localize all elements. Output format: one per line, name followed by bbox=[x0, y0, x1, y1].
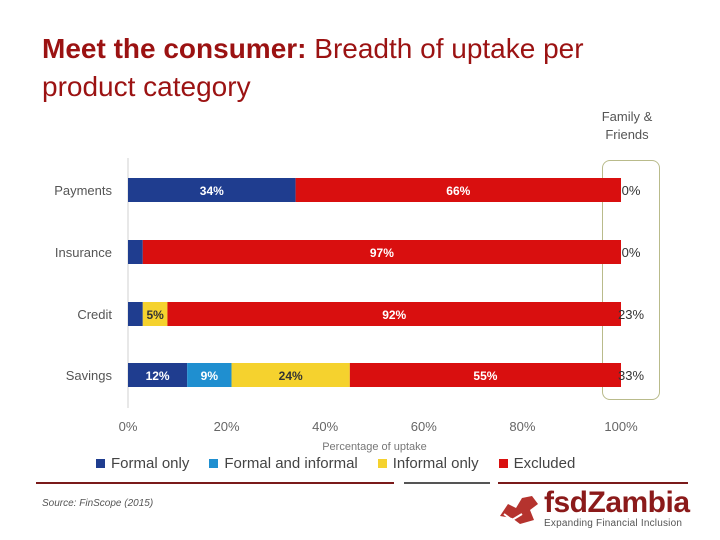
family-friends-value: 0% bbox=[622, 245, 641, 260]
slide-title: Meet the consumer: Breadth of uptake per… bbox=[42, 30, 662, 106]
footer-divider-mid bbox=[404, 482, 490, 484]
bar-segment bbox=[142, 302, 168, 326]
bar-segment bbox=[128, 302, 143, 326]
source-note: Source: FinScope (2015) bbox=[42, 498, 154, 509]
bar-segment bbox=[128, 240, 143, 264]
data-label: 9% bbox=[201, 369, 219, 383]
bar-segment bbox=[142, 240, 622, 264]
data-label: 12% bbox=[146, 369, 170, 383]
chart-legend: Formal only Formal and informal Informal o… bbox=[96, 452, 656, 474]
legend-swatch bbox=[377, 458, 387, 468]
x-tick-label: 40% bbox=[312, 419, 338, 434]
legend-swatch bbox=[96, 458, 105, 468]
title-bold: Meet the consumer: bbox=[42, 33, 307, 64]
legend-label: Formal and informal bbox=[224, 454, 358, 472]
data-label: 97% bbox=[370, 246, 394, 260]
bar-segment bbox=[167, 302, 621, 326]
x-tick-label: 0% bbox=[119, 419, 138, 434]
bar-segment bbox=[295, 178, 621, 202]
x-axis-title: Percentage of uptake bbox=[322, 441, 427, 453]
family-friends-box bbox=[602, 160, 660, 400]
footer-divider-right bbox=[498, 482, 688, 484]
x-tick-label: 20% bbox=[214, 419, 240, 434]
data-label: 24% bbox=[279, 369, 303, 383]
data-label: 92% bbox=[382, 308, 406, 322]
x-tick-label: 100% bbox=[604, 419, 638, 434]
bar-segment bbox=[349, 363, 621, 387]
logo-text: fsdZambia bbox=[544, 486, 690, 519]
legend-label: Informal only bbox=[392, 454, 479, 472]
bar-segment bbox=[187, 363, 232, 387]
fsd-zambia-logo: fsdZambia Expanding Financial Inclusion bbox=[498, 486, 690, 532]
legend-label: Formal only bbox=[111, 454, 190, 472]
zambia-map-icon bbox=[500, 496, 538, 524]
title-rest: Breadth of uptake per product category bbox=[42, 33, 584, 102]
legend-item: Formal only bbox=[96, 455, 189, 472]
bar-segment bbox=[128, 363, 188, 387]
family-friends-value: 33% bbox=[618, 368, 644, 383]
legend-swatch bbox=[209, 458, 219, 468]
legend-label: Excluded bbox=[513, 454, 576, 472]
x-tick-label: 60% bbox=[411, 419, 437, 434]
category-label: Savings bbox=[66, 368, 113, 383]
data-label: 5% bbox=[146, 308, 164, 322]
family-friends-value: 0% bbox=[622, 183, 641, 198]
family-friends-header: Family & Friends bbox=[601, 109, 653, 142]
legend-item: Excluded bbox=[498, 454, 576, 472]
category-label: Credit bbox=[77, 307, 112, 322]
bar-segment bbox=[128, 178, 296, 202]
bar-segment bbox=[231, 363, 350, 387]
data-label: 66% bbox=[446, 184, 470, 198]
category-label: Insurance bbox=[55, 245, 112, 260]
legend-item: Informal only bbox=[377, 454, 479, 472]
family-friends-value: 23% bbox=[618, 307, 644, 322]
data-label: 55% bbox=[473, 369, 497, 383]
legend-swatch bbox=[498, 458, 508, 468]
logo-tagline: Expanding Financial Inclusion bbox=[544, 518, 683, 529]
footer-divider-left bbox=[36, 482, 394, 484]
x-tick-label: 80% bbox=[509, 419, 535, 434]
category-label: Payments bbox=[54, 183, 112, 198]
data-label: 34% bbox=[200, 184, 224, 198]
legend-item: Formal and informal bbox=[209, 454, 358, 472]
